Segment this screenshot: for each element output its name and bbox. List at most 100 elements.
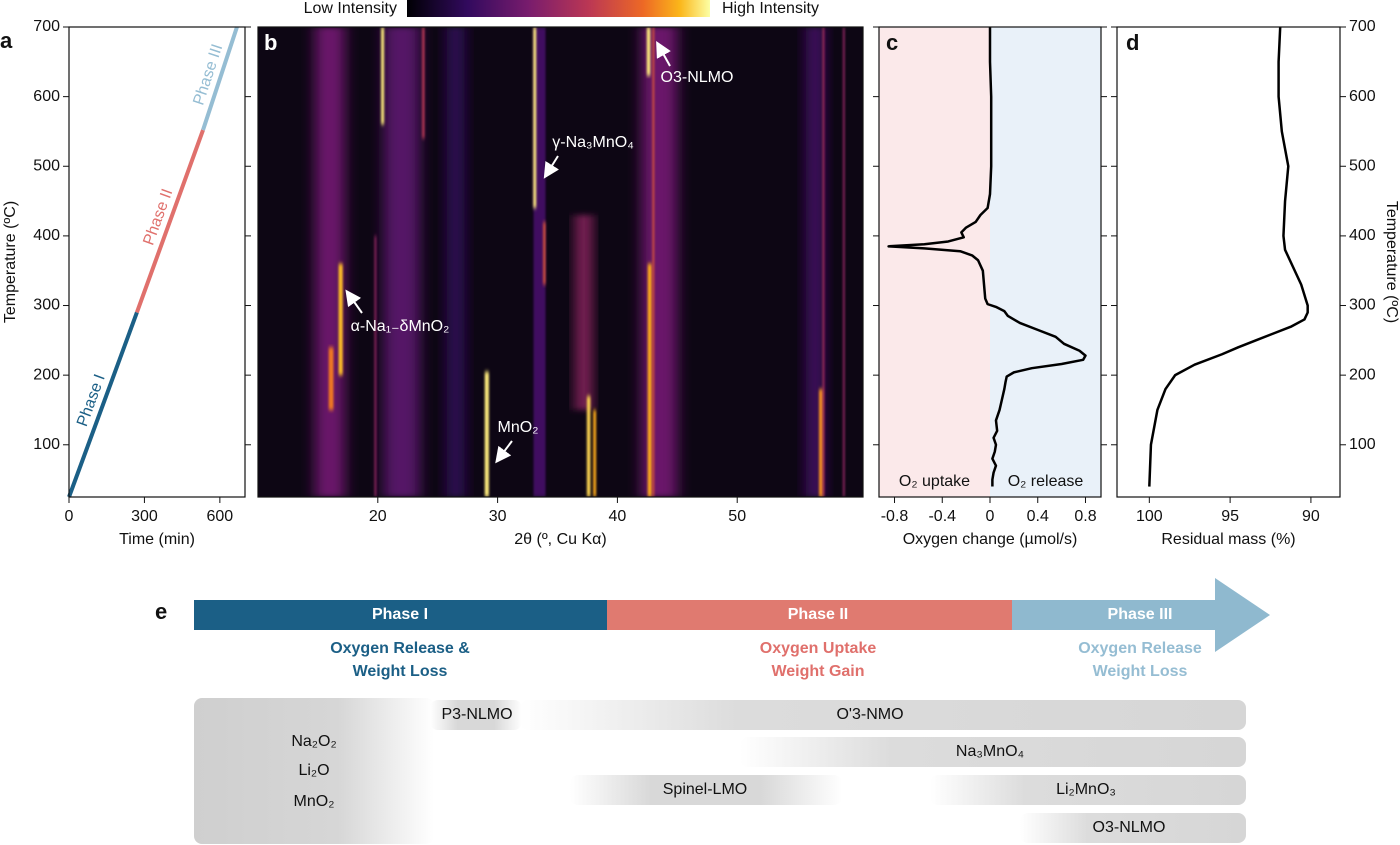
annotation-arrow xyxy=(495,440,513,464)
x-tick-label: 600 xyxy=(207,508,234,525)
line xyxy=(201,26,239,131)
phase-name: Phase I xyxy=(372,606,428,623)
heatmap-streak xyxy=(822,27,825,497)
y-tick-label: 300 xyxy=(1349,297,1376,314)
phase-description: Oxygen Uptake xyxy=(760,640,877,657)
phase-diagram: e Phase I Phase II Phase III Oxygen Rele… xyxy=(155,578,1270,844)
y-tick-label: 200 xyxy=(33,366,60,383)
species-bar xyxy=(194,698,434,844)
frame xyxy=(257,26,864,498)
x-tick-label: 300 xyxy=(131,508,158,525)
species-bar xyxy=(570,775,842,805)
species-bar xyxy=(520,700,1246,730)
panel: O₂ uptake O₂ release -0.8 -0.4 0 0.4 0.8 Oxygen… xyxy=(873,26,1107,548)
colorbar-low-label: Low Intensity xyxy=(304,0,397,17)
region xyxy=(990,27,1101,497)
heatmap-streak xyxy=(641,27,678,497)
x-tick-label: 20 xyxy=(369,508,387,525)
species-label: Na₃MnO₄ xyxy=(956,743,1024,760)
heatmap-streak xyxy=(314,27,345,497)
panel-letter: a xyxy=(0,28,13,53)
x-tick-label: 90 xyxy=(1302,508,1320,525)
species-label: Li₂MnO₃ xyxy=(1056,781,1116,798)
x-axis-label: Oxygen change (µmol/s) xyxy=(903,531,1078,548)
annotation: α-Na₁₋δMnO₂ xyxy=(351,318,450,335)
heatmap-streak xyxy=(338,263,343,376)
heatmap-streak xyxy=(374,235,377,497)
y-tick-label: 400 xyxy=(1349,227,1376,244)
species-label: O'3-NMO xyxy=(836,706,903,723)
phase-name: Phase II xyxy=(788,606,848,623)
phase-description: Oxygen Release xyxy=(1078,640,1202,657)
x-tick-label: -0.8 xyxy=(881,508,909,525)
frame xyxy=(1116,26,1341,498)
heatmap-streak xyxy=(533,27,537,209)
heatmap-streak xyxy=(383,27,420,497)
species-bar xyxy=(740,737,1246,767)
y-tick-label: 100 xyxy=(33,436,60,453)
annotation: γ-Na₃MnO₄ xyxy=(552,134,634,151)
species-bar xyxy=(1020,813,1246,843)
y-tick-label: 100 xyxy=(1349,436,1376,453)
line xyxy=(887,27,1087,487)
x-tick-label: -0.4 xyxy=(928,508,956,525)
x-tick-label: 30 xyxy=(489,508,507,525)
species-label: O3-NLMO xyxy=(1093,819,1166,836)
x-tick-label: 0 xyxy=(65,508,74,525)
panel-letter: d xyxy=(1126,30,1139,55)
species-label: P3-NLMO xyxy=(441,706,512,723)
annotation-arrow xyxy=(345,289,363,314)
heatmap-streak xyxy=(647,263,652,497)
heatmap-streak xyxy=(328,347,334,410)
x-tick-label: 0.4 xyxy=(1027,508,1049,525)
phase-description: Weight Loss xyxy=(1093,663,1188,680)
species-label: Spinel-LMO xyxy=(663,781,747,798)
heatmap-streak xyxy=(422,27,425,139)
heatmap-background xyxy=(258,27,863,497)
y-tick-label: 600 xyxy=(1349,88,1376,105)
heatmap-streak xyxy=(593,409,597,497)
species-bar xyxy=(930,775,1246,805)
frame xyxy=(68,26,246,498)
heatmap-streak xyxy=(533,27,546,497)
colorbar xyxy=(407,0,710,17)
x-tick-label: 40 xyxy=(609,508,627,525)
colorbar-high-label: High Intensity xyxy=(722,0,819,17)
panel-letter: c xyxy=(886,30,898,55)
phase-description: Oxygen Release & xyxy=(330,640,470,657)
panel: 100 95 90 100 200 300 400 500 600 700 Residual mas… xyxy=(1111,18,1400,548)
x-axis-label: 2θ (º, Cu Kα) xyxy=(514,531,606,548)
line xyxy=(1148,26,1309,487)
heatmap-streak xyxy=(446,27,465,497)
heatmap xyxy=(258,27,863,497)
heatmap-streak xyxy=(842,27,845,497)
panel: O3-NLMO γ-Na₃MnO₄ α-Na₁₋δMnO₂ MnO₂ 20 30 40 50 2… xyxy=(257,26,864,548)
y-tick-label: 300 xyxy=(33,297,60,314)
phase-description: Weight Gain xyxy=(771,663,864,680)
heatmap-streak xyxy=(381,27,385,125)
region xyxy=(879,27,990,497)
phase-arrow xyxy=(1012,578,1270,652)
x-axis-label: Residual mass (%) xyxy=(1161,531,1295,548)
y-tick-label: 600 xyxy=(33,88,60,105)
annotation: MnO₂ xyxy=(498,419,539,436)
heatmap-streak xyxy=(646,27,651,76)
y-tick-label: 400 xyxy=(33,227,60,244)
annotation: O3-NLMO xyxy=(661,69,734,86)
x-axis-label: Time (min) xyxy=(119,531,195,548)
phase-arrow xyxy=(194,600,607,630)
heatmap-streak xyxy=(586,396,591,497)
region-label: O₂ release xyxy=(1008,473,1084,490)
y-tick-label: 500 xyxy=(33,157,60,174)
y-axis-label: Temperature (ºC) xyxy=(1383,201,1400,323)
panel-letter: e xyxy=(155,599,167,624)
heatmap-streak xyxy=(484,371,489,497)
annotation-arrow xyxy=(543,155,560,179)
species-bar xyxy=(430,700,522,730)
line xyxy=(67,311,139,498)
annotation-arrow xyxy=(656,41,671,67)
species-label: Na₂O₂ xyxy=(291,733,336,750)
phase-name: Phase III xyxy=(1108,606,1173,623)
